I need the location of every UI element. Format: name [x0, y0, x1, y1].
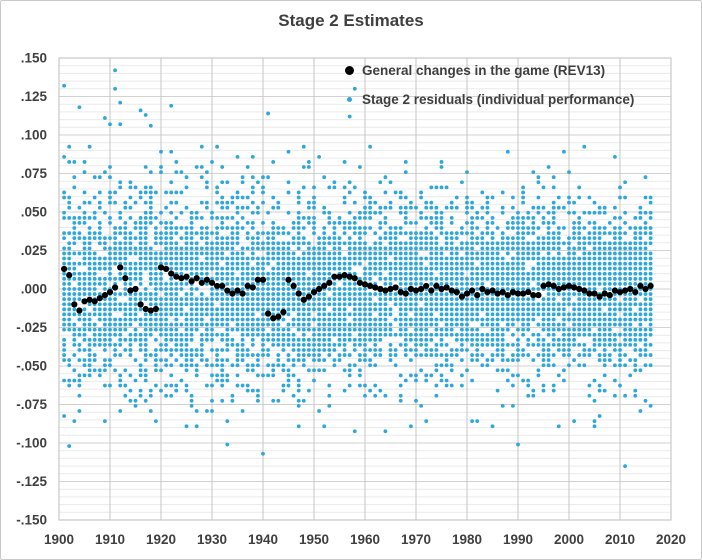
- x-tick-label: 1980: [452, 532, 482, 547]
- blue-dot-icon: [347, 97, 352, 102]
- plot-area-border: [58, 57, 672, 521]
- x-tick-label: 1960: [350, 532, 380, 547]
- x-axis-labels: 1900 1910 1920 1930 1940 1950 1960 1970 1980 1990…: [44, 532, 686, 547]
- legend-label-stage2-residuals: Stage 2 residuals (individual performanc…: [362, 92, 635, 107]
- x-tick-label: 1950: [299, 532, 329, 547]
- y-tick-label: .100: [21, 128, 47, 143]
- y-tick-label: -.075: [16, 397, 47, 412]
- chart-title: Stage 2 Estimates: [278, 11, 424, 30]
- residual-outlier-points: [62, 68, 627, 468]
- y-tick-label: .050: [21, 205, 47, 220]
- x-tick-label: 1940: [248, 532, 278, 547]
- legend-item-general-changes: General changes in the game (REV13): [345, 56, 634, 85]
- x-tick-label: 1970: [401, 532, 431, 547]
- y-tick-label: -.100: [16, 436, 47, 451]
- black-dot-icon: [345, 66, 354, 75]
- y-tick-label: .025: [21, 243, 48, 258]
- y-tick-label: -.150: [16, 513, 47, 528]
- x-tick-label: 1900: [44, 532, 74, 547]
- x-tick-label: 2000: [554, 532, 584, 547]
- x-tick-label: 2010: [605, 532, 635, 547]
- residual-points: [62, 144, 653, 434]
- y-tick-label: .000: [21, 282, 47, 297]
- x-tick-label: 2020: [656, 532, 686, 547]
- y-axis-labels: .150 .125 .100 .075 .050 .025 .000 -.025 -.050 -.…: [16, 51, 47, 528]
- legend-label-general-changes: General changes in the game (REV13): [362, 63, 606, 78]
- y-tick-label: -.025: [16, 320, 47, 335]
- y-tick-label: .125: [21, 89, 48, 104]
- y-tick-label: -.125: [16, 474, 47, 489]
- x-tick-label: 1930: [197, 532, 227, 547]
- x-tick-label: 1910: [95, 532, 125, 547]
- y-tick-label: -.050: [16, 359, 47, 374]
- legend-item-stage2-residuals: Stage 2 residuals (individual performanc…: [345, 85, 634, 114]
- rev13-points: [61, 264, 654, 322]
- y-tick-label: .150: [21, 51, 47, 66]
- legend: General changes in the game (REV13) Stag…: [345, 56, 634, 114]
- y-tick-label: .075: [21, 166, 48, 181]
- x-tick-label: 1990: [503, 532, 533, 547]
- x-tick-label: 1920: [146, 532, 176, 547]
